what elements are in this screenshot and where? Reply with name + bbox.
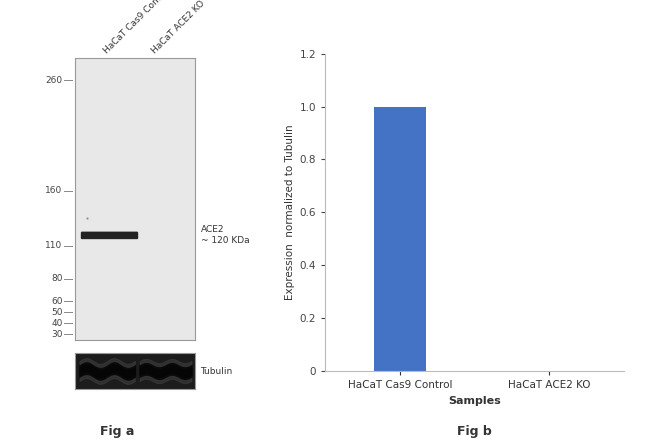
Text: HaCaT Cas9 Control: HaCaT Cas9 Control [102,0,172,56]
Text: ACE2
~ 120 KDa: ACE2 ~ 120 KDa [201,225,249,245]
Text: Fig b: Fig b [457,425,492,438]
Y-axis label: Expression  normalized to Tubulin: Expression normalized to Tubulin [285,125,295,300]
Text: 40: 40 [51,319,62,328]
Text: 60: 60 [51,296,62,306]
Bar [374,106,426,371]
Text: Tubulin: Tubulin [201,367,233,375]
Text: 160: 160 [46,186,62,195]
Text: HaCaT ACE2 KO: HaCaT ACE2 KO [150,0,207,56]
Text: 110: 110 [46,241,62,250]
Text: 50: 50 [51,308,62,316]
Text: 30: 30 [51,330,62,339]
Text: 80: 80 [51,274,62,283]
X-axis label: Samples: Samples [448,396,501,405]
Text: 260: 260 [46,76,62,84]
Text: Fig a: Fig a [100,425,134,438]
